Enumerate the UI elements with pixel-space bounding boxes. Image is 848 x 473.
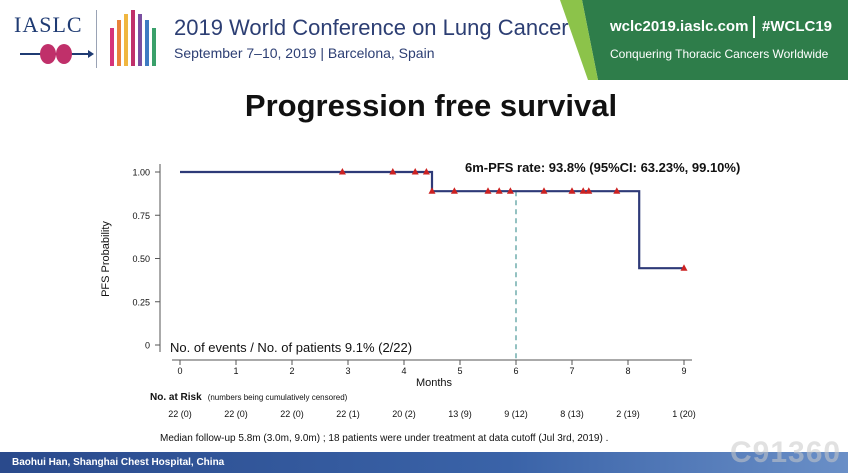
- censor-mark: [484, 187, 492, 194]
- conference-title: 2019 World Conference on Lung Cancer: [174, 15, 569, 40]
- slide-title: Progression free survival: [244, 88, 618, 123]
- iaslc-logo-text: IASLC: [14, 12, 83, 37]
- censor-mark: [613, 187, 621, 194]
- censor-mark: [428, 187, 436, 194]
- survival-curve: [180, 170, 684, 270]
- y-tick-label: 0.25: [132, 297, 150, 307]
- x-tick-label: 3: [345, 366, 350, 376]
- conference-url: wclc2019.iaslc.com: [610, 18, 749, 35]
- conference-tagline: Conquering Thoracic Cancers Worldwide: [610, 47, 829, 61]
- conference-dates-location: September 7–10, 2019 | Barcelona, Spain: [174, 45, 435, 61]
- censor-mark: [506, 187, 514, 194]
- censor-mark: [495, 187, 503, 194]
- censor-mark: [568, 187, 576, 194]
- x-tick-label: 0: [177, 366, 182, 376]
- y-tick-label: 0.50: [132, 254, 150, 264]
- footer-bar: Baohui Han, Shanghai Chest Hospital, Chi…: [0, 452, 848, 473]
- x-tick-label: 1: [233, 366, 238, 376]
- censor-mark: [680, 264, 688, 271]
- censor-mark: [540, 187, 548, 194]
- censor-mark: [422, 168, 430, 175]
- watermark: C91360: [730, 436, 842, 469]
- x-tick-label: 9: [681, 366, 686, 376]
- risk-table-cell: 1 (20): [672, 409, 696, 419]
- censor-mark: [585, 187, 593, 194]
- risk-table-title: No. at Risk (numbers being cumulatively c…: [150, 392, 347, 403]
- x-tick-label: 6: [513, 366, 518, 376]
- risk-table-cell: 20 (2): [392, 409, 416, 419]
- x-tick-label: 5: [457, 366, 462, 376]
- chart-axes: 0 0.25 0.50 0.75 1.00 0 1 2 3 4 5 6 7 8 9: [132, 164, 692, 376]
- risk-table-cell: 22 (1): [336, 409, 360, 419]
- lungs-staff-icon: [20, 44, 94, 64]
- conference-header: IASLC 2019 World Conference on Lung Canc…: [0, 0, 848, 80]
- risk-table-cell: 8 (13): [560, 409, 584, 419]
- censor-marks-group: [338, 168, 688, 271]
- x-axis-label: Months: [416, 377, 453, 389]
- x-tick-label: 8: [625, 366, 630, 376]
- cathedral-emblem-icon: [110, 10, 156, 66]
- header-divider: [96, 10, 97, 68]
- pfs-rate-annotation: 6m-PFS rate: 93.8% (95%CI: 63.23%, 99.10…: [465, 160, 740, 175]
- x-tick-label: 4: [401, 366, 406, 376]
- risk-table-cell: 22 (0): [168, 409, 192, 419]
- y-tick-label: 0: [145, 341, 150, 351]
- censor-mark: [450, 187, 458, 194]
- followup-footnote: Median follow-up 5.8m (3.0m, 9.0m) ; 18 …: [160, 433, 609, 444]
- events-annotation: No. of events / No. of patients 9.1% (2/…: [170, 340, 412, 355]
- header-green-band: [560, 0, 848, 80]
- conference-hashtag: #WCLC19: [762, 18, 833, 35]
- risk-table-cell: 2 (19): [616, 409, 640, 419]
- risk-table-cell: 22 (0): [224, 409, 248, 419]
- risk-table-cell: 22 (0): [280, 409, 304, 419]
- risk-table-heading: No. at Risk: [150, 392, 202, 403]
- censor-mark: [389, 168, 397, 175]
- presenter-credit: Baohui Han, Shanghai Chest Hospital, Chi…: [12, 457, 225, 468]
- x-tick-label: 7: [569, 366, 574, 376]
- survival-curve-group: [180, 170, 684, 270]
- header-pipe: [753, 16, 755, 38]
- x-tick-label: 2: [289, 366, 294, 376]
- y-tick-label: 0.75: [132, 211, 150, 221]
- censor-mark: [338, 168, 346, 175]
- y-axis-label: PFS Probability: [100, 221, 112, 297]
- risk-table-cell: 9 (12): [504, 409, 528, 419]
- risk-table-note: (numbers being cumulatively censored): [207, 393, 348, 402]
- censor-mark: [579, 187, 587, 194]
- y-tick-label: 1.00: [132, 168, 150, 178]
- risk-table-cell: 13 (9): [448, 409, 472, 419]
- censor-mark: [411, 168, 419, 175]
